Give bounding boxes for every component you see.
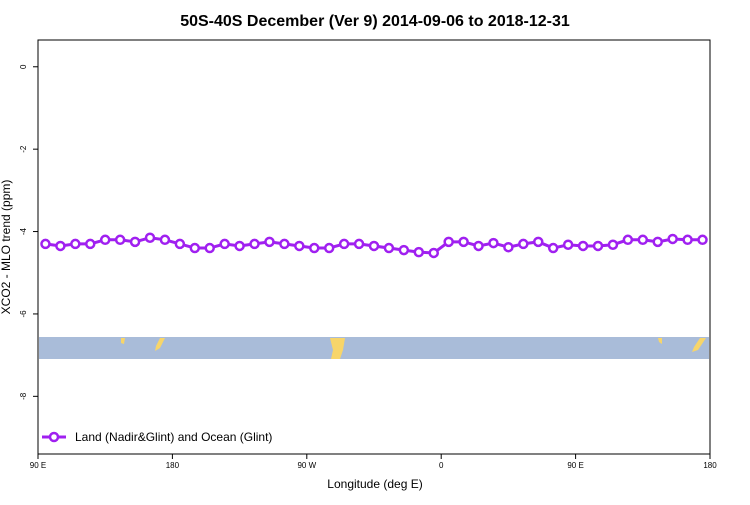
data-point <box>338 238 350 250</box>
data-point <box>562 239 574 250</box>
data-point <box>473 240 484 252</box>
y-tick-label: -6 <box>19 310 28 318</box>
data-point <box>219 238 230 250</box>
data-point <box>577 240 589 252</box>
data-point <box>667 233 678 245</box>
data-point <box>249 238 260 250</box>
data-point <box>547 242 559 254</box>
data-point <box>383 242 395 254</box>
data-point <box>652 236 663 248</box>
map-strip <box>39 337 709 359</box>
data-point <box>518 238 529 250</box>
data-point <box>99 234 111 246</box>
y-axis-label: XCO2 - MLO trend (ppm) <box>0 180 13 315</box>
data-point <box>279 238 290 250</box>
data-point <box>174 238 186 250</box>
x-tick-label: 90 W <box>297 461 316 470</box>
data-point <box>353 238 365 250</box>
data-point <box>458 236 469 248</box>
x-tick-label: 90 E <box>30 461 46 470</box>
data-point <box>503 241 514 253</box>
data-point <box>368 240 380 252</box>
data-point <box>234 240 245 252</box>
y-tick-label: -4 <box>19 227 28 235</box>
data-point <box>398 244 410 256</box>
data-point <box>607 239 619 250</box>
data-point <box>533 236 544 248</box>
data-point <box>294 240 305 252</box>
data-point <box>323 242 335 254</box>
data-point <box>488 237 499 249</box>
plot-frame <box>37 39 711 455</box>
x-axis-label: Longitude (deg E) <box>327 477 422 491</box>
x-tick-label: 180 <box>703 461 717 470</box>
data-point <box>40 238 51 250</box>
x-tick-label: 180 <box>166 461 180 470</box>
y-tick-label: -8 <box>19 392 28 400</box>
data-point <box>114 234 126 246</box>
data-point <box>55 240 66 252</box>
data-point <box>144 232 156 243</box>
data-point <box>204 242 215 254</box>
data-point <box>413 246 425 258</box>
data-point <box>70 238 81 250</box>
data-point <box>189 242 201 254</box>
data-point <box>159 234 171 246</box>
legend-label: Land (Nadir&Glint) and Ocean (Glint) <box>75 430 272 444</box>
data-point <box>637 234 649 246</box>
data-point <box>264 236 275 248</box>
data-point <box>443 236 454 248</box>
y-tick-label: 0 <box>19 64 28 69</box>
data-point <box>697 234 708 246</box>
chart-title: 50S-40S December (Ver 9) 2014-09-06 to 2… <box>180 13 570 30</box>
y-tick-label: -2 <box>19 145 28 153</box>
x-tick-label: 0 <box>439 461 444 470</box>
data-point <box>129 236 141 248</box>
data-point <box>622 234 634 246</box>
x-tick-label: 90 E <box>567 461 583 470</box>
legend-marker <box>48 431 60 443</box>
data-point <box>682 234 693 246</box>
data-point <box>428 247 439 259</box>
data-point <box>309 242 320 254</box>
data-point <box>85 238 96 250</box>
data-point <box>592 240 604 252</box>
